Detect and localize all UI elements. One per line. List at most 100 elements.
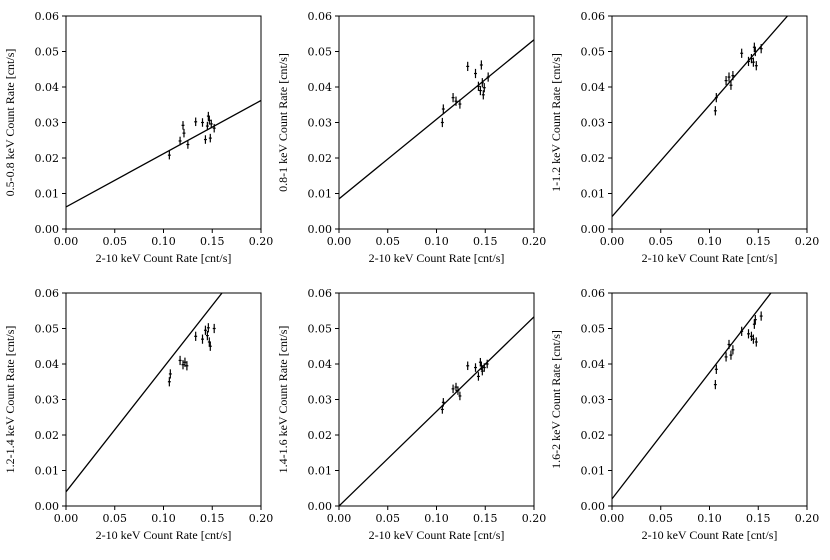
- data-point: [201, 118, 204, 127]
- y-tick-label: 0.00: [581, 223, 606, 236]
- axes-frame: [611, 15, 808, 230]
- y-tick-label: 0.06: [308, 287, 333, 300]
- data-point: [731, 345, 735, 355]
- data-point: [729, 80, 733, 90]
- y-axis-label: 1-1.2 keV Count Rate [cnt/s]: [549, 53, 563, 192]
- y-tick-label: 0.02: [35, 152, 60, 165]
- data-point: [182, 128, 186, 138]
- y-tick-label: 0.02: [581, 429, 606, 442]
- data-point: [458, 99, 462, 109]
- data-point: [201, 334, 204, 344]
- x-tick-label: 0.05: [376, 512, 401, 525]
- y-tick-label: 0.03: [581, 394, 606, 407]
- data-point: [753, 315, 757, 325]
- x-tick-label: 0.20: [522, 235, 547, 248]
- fit-line: [339, 316, 534, 506]
- data-point: [209, 119, 213, 129]
- data-point: [727, 72, 731, 82]
- data-point: [451, 384, 455, 394]
- panel-4: 0.00 0.05 0.10 0.15 0.20 0.00 0.01 0.02 0.03 0.04…: [3, 287, 273, 542]
- y-tick-label: 0.05: [35, 323, 60, 336]
- y-tick-label: 0.00: [581, 500, 606, 513]
- panel-2: 0.00 0.05 0.10 0.15 0.20 0.00 0.01 0.02 0.03 0.04…: [276, 10, 546, 265]
- data-point: [740, 48, 744, 58]
- data-point: [482, 83, 486, 93]
- x-tick-label: 0.15: [200, 512, 225, 525]
- x-axis-label: 2-10 keV Count Rate [cnt/s]: [369, 528, 505, 542]
- data-point: [729, 350, 733, 360]
- x-tick-label: 0.20: [795, 512, 820, 525]
- data-point: [167, 150, 171, 160]
- y-tick-label: 0.04: [35, 81, 60, 94]
- y-axis-label: 1.2-1.4 keV Count Rate [cnt/s]: [3, 326, 17, 474]
- data-point: [486, 72, 490, 82]
- data-point: [212, 123, 216, 133]
- fit-line: [612, 16, 788, 218]
- data-point: [168, 369, 172, 379]
- data-point: [181, 121, 185, 130]
- data-point: [714, 93, 718, 103]
- data-point: [480, 366, 484, 376]
- y-tick-label: 0.04: [581, 81, 606, 94]
- data-point: [480, 78, 484, 88]
- y-tick-label: 0.06: [308, 10, 333, 23]
- x-tick-label: 0.00: [54, 512, 79, 525]
- data-point: [751, 57, 755, 67]
- fit-line: [66, 293, 223, 493]
- data-point: [751, 334, 755, 344]
- data-point: [749, 331, 753, 341]
- y-tick-label: 0.03: [308, 394, 333, 407]
- data-point: [178, 136, 182, 146]
- fit-line: [66, 99, 261, 208]
- y-tick-label: 0.01: [581, 188, 606, 201]
- x-tick-label: 0.10: [151, 235, 176, 248]
- data-point: [481, 90, 485, 100]
- data-point: [754, 61, 758, 71]
- data-point: [485, 359, 489, 369]
- data-point: [731, 71, 735, 81]
- x-tick-label: 0.10: [697, 512, 722, 525]
- y-tick-label: 0.01: [308, 188, 333, 201]
- x-tick-label: 0.15: [746, 512, 771, 525]
- y-tick-label: 0.05: [581, 323, 606, 336]
- data-point: [713, 106, 717, 116]
- y-tick-label: 0.01: [35, 465, 60, 478]
- y-tick-label: 0.02: [35, 429, 60, 442]
- x-tick-label: 0.15: [473, 235, 498, 248]
- y-tick-label: 0.06: [35, 10, 60, 23]
- panel-6: 0.00 0.05 0.10 0.15 0.20 0.00 0.01 0.02 0.03 0.04…: [549, 287, 819, 542]
- y-tick-label: 0.01: [35, 188, 60, 201]
- data-point: [714, 364, 718, 374]
- data-point: [205, 330, 209, 341]
- axes-frame: [65, 292, 262, 507]
- data-point: [466, 361, 470, 371]
- x-tick-label: 0.15: [746, 235, 771, 248]
- x-tick-label: 0.05: [649, 512, 674, 525]
- fit-line: [612, 293, 772, 500]
- data-point: [206, 323, 210, 333]
- y-tick-label: 0.04: [308, 358, 333, 371]
- x-tick-label: 0.00: [600, 512, 625, 525]
- data-point: [727, 339, 731, 350]
- x-tick-label: 0.05: [103, 235, 128, 248]
- data-point: [441, 104, 445, 114]
- data-point: [482, 363, 486, 372]
- data-point: [440, 117, 444, 128]
- axes-frame: [338, 292, 535, 507]
- data-point: [754, 337, 758, 347]
- data-point: [759, 44, 763, 54]
- data-point: [441, 398, 445, 407]
- axes-frame: [65, 15, 262, 230]
- x-tick-label: 0.05: [103, 512, 128, 525]
- y-tick-label: 0.04: [308, 81, 333, 94]
- data-point: [747, 56, 750, 67]
- y-tick-label: 0.02: [581, 152, 606, 165]
- data-point: [183, 357, 187, 367]
- y-tick-label: 0.00: [35, 500, 60, 513]
- x-tick-label: 0.10: [151, 512, 176, 525]
- x-tick-label: 0.05: [376, 235, 401, 248]
- x-tick-label: 0.10: [424, 512, 449, 525]
- y-axis-label: 0.8-1 keV Count Rate [cnt/s]: [276, 53, 290, 192]
- x-tick-label: 0.10: [424, 235, 449, 248]
